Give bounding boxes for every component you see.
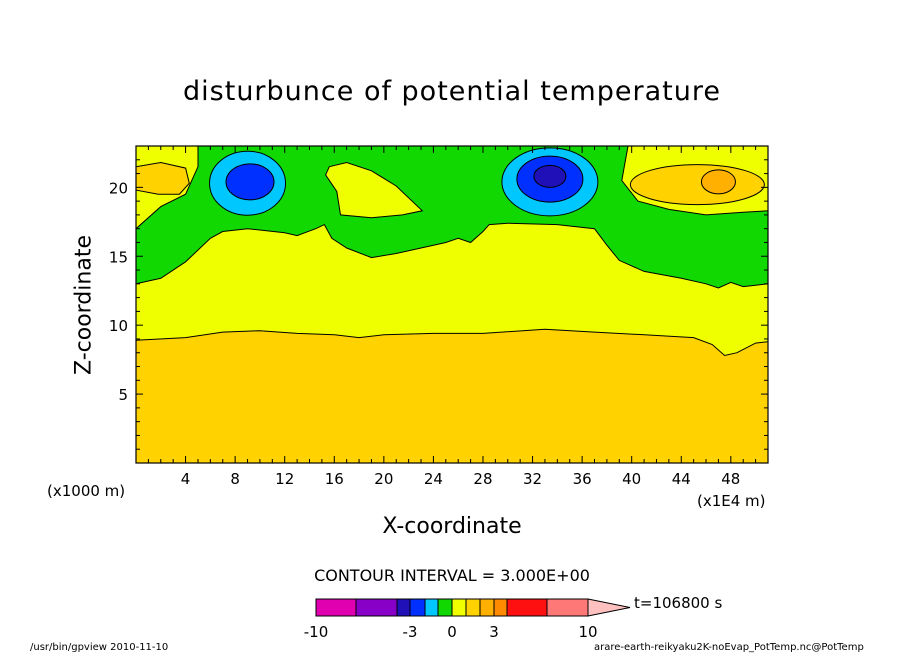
region-negative-cell-left-core bbox=[225, 163, 275, 201]
region-negative-cell-right-core bbox=[533, 164, 567, 188]
colorbar-tick-label: 0 bbox=[447, 623, 457, 641]
time-label: t=106800 s bbox=[634, 594, 723, 612]
colorbar-tick-label: -3 bbox=[403, 623, 418, 641]
x-tick-label: 20 bbox=[374, 470, 393, 488]
region-top-left-peak bbox=[135, 161, 190, 195]
region-upper-layer bbox=[135, 145, 769, 289]
y-axis-label: Z-coordinate bbox=[71, 235, 97, 375]
colorbar-swatch bbox=[546, 598, 589, 617]
colorbar-swatch bbox=[506, 598, 548, 617]
colorbar-swatch bbox=[437, 598, 453, 617]
colorbar-swatch bbox=[355, 598, 398, 617]
y-tick-label: 10 bbox=[109, 317, 128, 335]
colorbar-tick-label: 3 bbox=[489, 623, 499, 641]
colorbar-swatch bbox=[493, 598, 508, 617]
x2-unit-label: (x1E4 m) bbox=[697, 492, 766, 510]
colorbar-swatch bbox=[465, 598, 481, 617]
region-center-positive-blob bbox=[325, 161, 424, 219]
x-tick-label: 12 bbox=[275, 470, 294, 488]
colorbar-swatch bbox=[424, 598, 439, 617]
x-tick-label: 44 bbox=[672, 470, 691, 488]
x-tick-label: 40 bbox=[622, 470, 641, 488]
x-tick-label: 36 bbox=[573, 470, 592, 488]
y-tick-label: 20 bbox=[109, 179, 128, 197]
x-axis-label: X-coordinate bbox=[382, 514, 522, 539]
chart-title: disturbunce of potential temperature bbox=[183, 76, 721, 107]
x-unit-label: (x1000 m) bbox=[47, 482, 126, 500]
region-top-right-peak bbox=[700, 169, 736, 195]
plot-frame bbox=[135, 145, 769, 464]
colorbar-tick-label: 10 bbox=[578, 623, 597, 641]
y-tick-label: 15 bbox=[109, 248, 128, 266]
x-tick-label: 8 bbox=[230, 470, 240, 488]
colorbar-swatch bbox=[396, 598, 411, 617]
colorbar-swatch bbox=[315, 598, 357, 617]
region-top-right-orange bbox=[629, 164, 765, 206]
colorbar-swatch bbox=[451, 598, 467, 617]
x-tick-label: 4 bbox=[181, 470, 191, 488]
footer-right: arare-earth-reikyaku2K-noEvap_PotTemp.nc… bbox=[594, 642, 864, 653]
x-tick-label: 28 bbox=[473, 470, 492, 488]
colorbar-swatch bbox=[409, 598, 426, 617]
x-tick-label: 32 bbox=[523, 470, 542, 488]
colorbar-extend-arrow bbox=[587, 598, 631, 617]
x-tick-label: 16 bbox=[325, 470, 344, 488]
y-tick-label: 5 bbox=[118, 386, 128, 404]
x-tick-label: 24 bbox=[424, 470, 443, 488]
colorbar-tick-label: -10 bbox=[304, 623, 329, 641]
colorbar-swatch bbox=[479, 598, 495, 617]
x-tick-label: 48 bbox=[721, 470, 740, 488]
contour-interval-text: CONTOUR INTERVAL = 3.000E+00 bbox=[314, 566, 590, 585]
footer-left: /usr/bin/gpview 2010-11-10 bbox=[30, 642, 169, 653]
